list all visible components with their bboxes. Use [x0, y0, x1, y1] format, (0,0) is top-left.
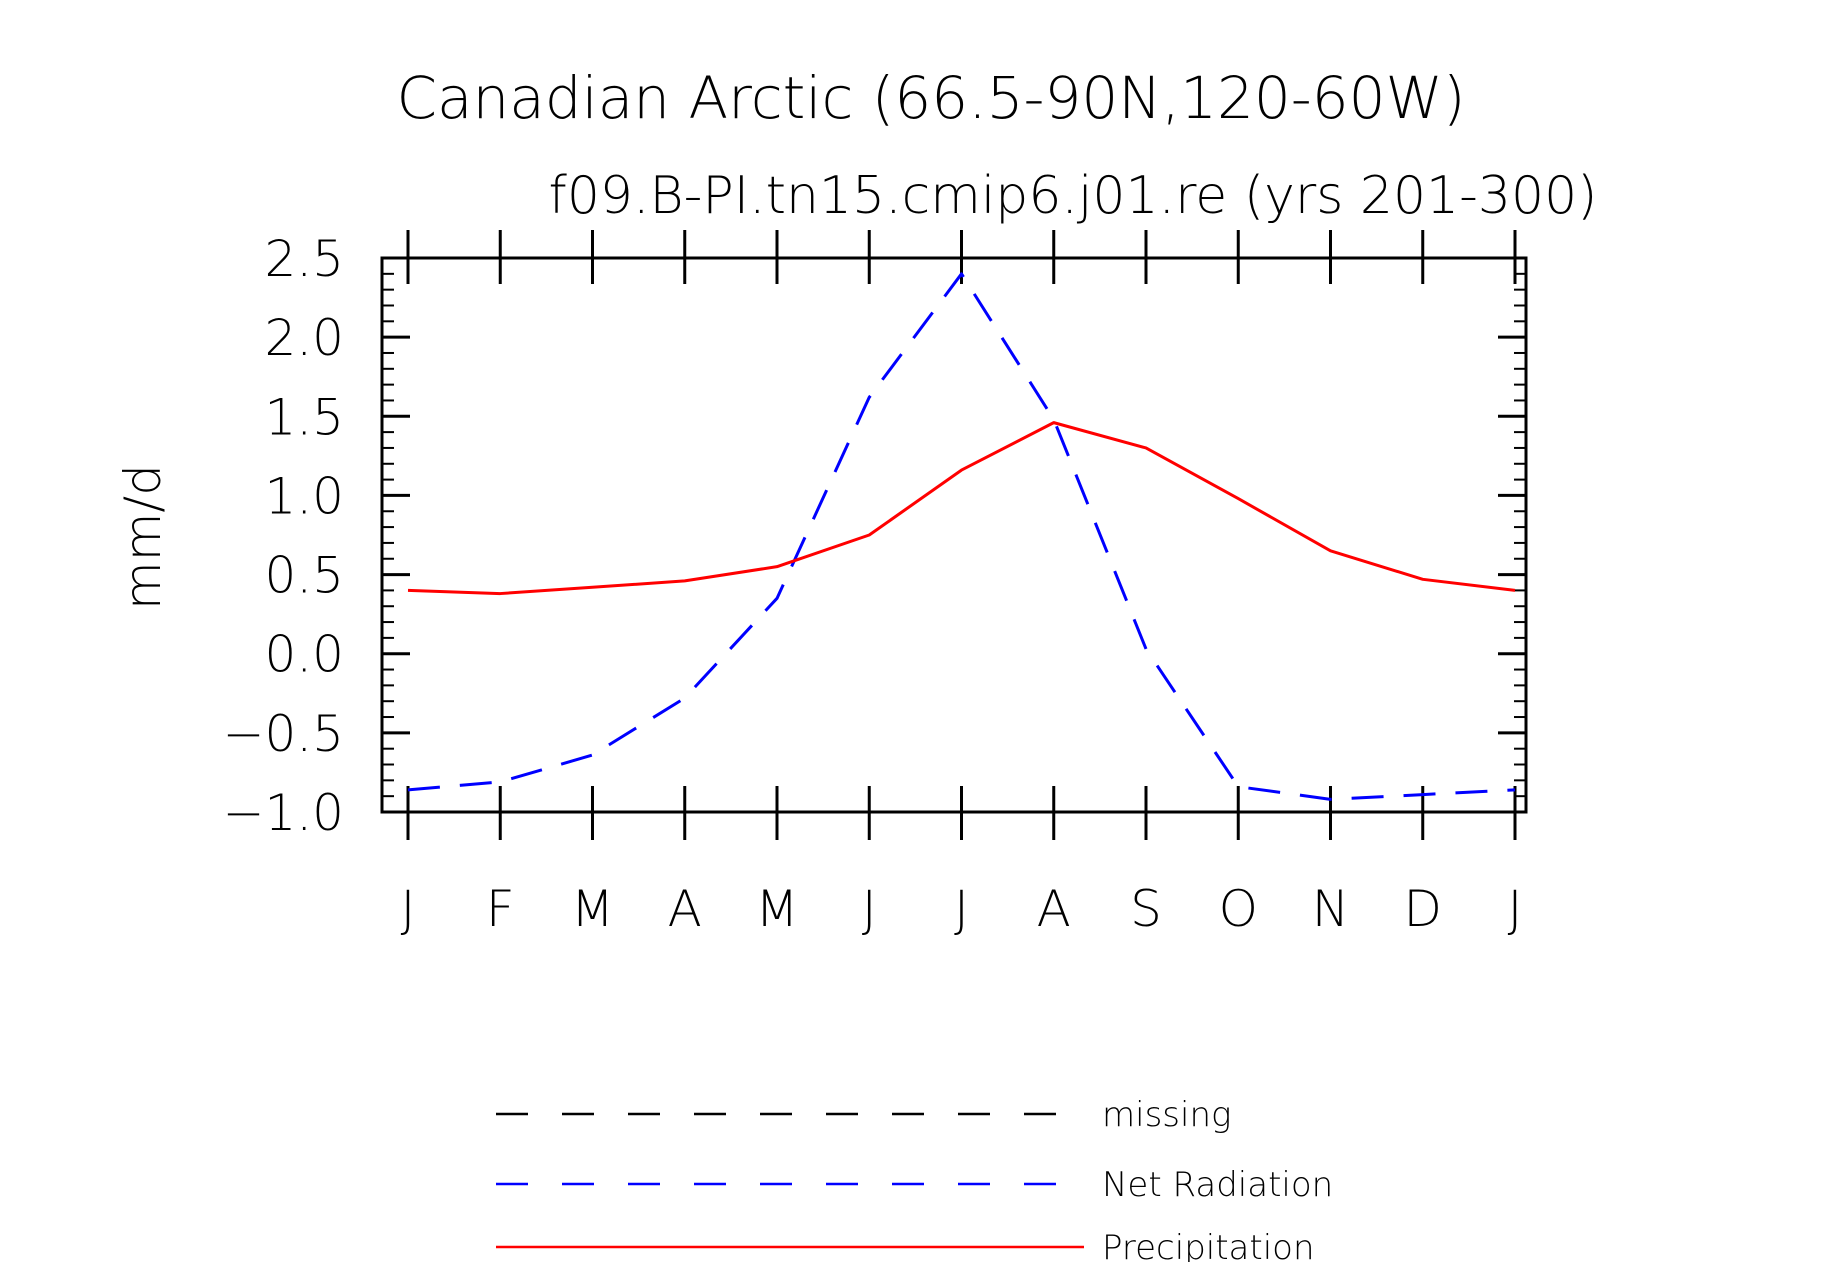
x-tick-label: S — [1130, 880, 1162, 938]
x-tick-label: M — [571, 880, 614, 938]
series-line-precipitation — [407, 421, 1516, 596]
minor-ticks — [382, 257, 1526, 813]
x-tick-label: M — [755, 880, 798, 938]
y-tick-label: −1.0 — [223, 784, 344, 842]
plot-frame — [380, 256, 1528, 814]
chart-title: Canadian Arctic (66.5-90N,120-60W) — [396, 64, 1465, 132]
y-tick-label: 0.0 — [264, 626, 344, 684]
x-tick-label: A — [1037, 880, 1071, 938]
legend: missing Net Radiation Precipitation — [496, 1095, 1333, 1262]
x-tick-label: J — [954, 880, 969, 938]
legend-label-missing: missing — [1102, 1095, 1231, 1135]
y-tick-label: 0.5 — [264, 547, 344, 605]
x-tick-label: A — [668, 880, 702, 938]
y-tick-label: 1.5 — [264, 388, 344, 446]
x-tick-label: O — [1219, 880, 1258, 938]
x-tick-label: J — [401, 880, 416, 938]
x-tick-label: N — [1312, 880, 1349, 938]
x-tick-label: J — [1508, 880, 1523, 938]
y-tick-label: 1.0 — [264, 467, 344, 525]
legend-label-net-radiation: Net Radiation — [1102, 1165, 1333, 1205]
legend-label-precipitation: Precipitation — [1102, 1228, 1315, 1262]
y-tick-label: 2.0 — [264, 309, 344, 367]
y-tick-label: 2.5 — [264, 230, 344, 288]
x-tick-label: J — [862, 880, 877, 938]
y-axis-label: mm/d — [114, 464, 172, 610]
y-axis-ticks: 2.5 2.0 1.5 1.0 0.5 0.0 −0.5 −1.0 — [223, 230, 1526, 842]
x-tick-label: F — [486, 880, 515, 938]
x-tick-label: D — [1403, 880, 1442, 938]
series-line-net-radiation — [407, 272, 1516, 801]
series-lines — [407, 272, 1516, 801]
y-tick-label: −0.5 — [223, 705, 344, 763]
chart-subtitle: f09.B-PI.tn15.cmip6.j01.re (yrs 201-300) — [549, 166, 1598, 226]
